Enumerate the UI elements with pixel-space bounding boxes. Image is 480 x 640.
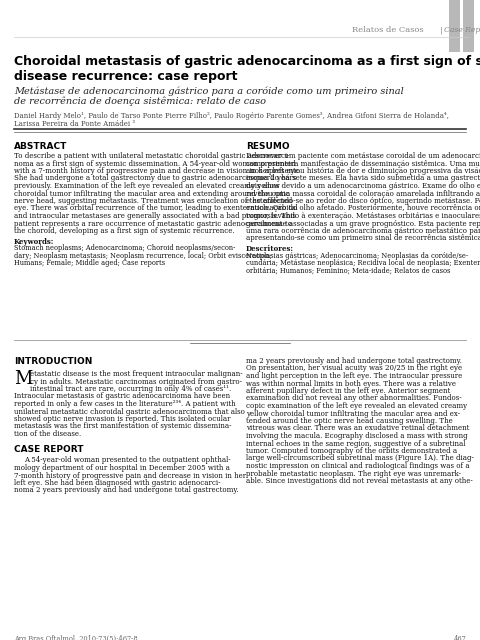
Text: enucleação do olho afetado. Posteriormente, houve recorrência orbitária do: enucleação do olho afetado. Posteriormen… (246, 205, 480, 212)
Text: apresentando-se como um primeiro sinal de recorrência sistêmica.: apresentando-se como um primeiro sinal d… (246, 234, 480, 243)
Text: was within normal limits in both eyes. There was a relative: was within normal limits in both eyes. T… (246, 380, 456, 387)
Text: cundária; Metástase neoplásica; Recidiva local de neoplasia; Exenteração: cundária; Metástase neoplásica; Recidiva… (246, 259, 480, 267)
Text: the choroid, developing as a first sign of systemic recurrence.: the choroid, developing as a first sign … (14, 227, 235, 235)
Text: On presentation, her visual acuity was 20/25 in the right eye: On presentation, her visual acuity was 2… (246, 365, 462, 372)
Text: yellow choroidal tumor infiltrating the macular area and ex-: yellow choroidal tumor infiltrating the … (246, 410, 460, 417)
Text: patient represents a rare occurrence of metastatic gastric adenocarcinoma to: patient represents a rare occurrence of … (14, 220, 292, 227)
Text: Larissa Pereira da Ponte Amádei ³: Larissa Pereira da Ponte Amádei ³ (14, 120, 135, 128)
Text: tion of the disease.: tion of the disease. (14, 430, 81, 438)
Text: noma as a first sign of systemic dissemination. A 54-year-old woman presented: noma as a first sign of systemic dissemi… (14, 159, 296, 168)
Text: mology department of our hospital in December 2005 with a: mology department of our hospital in Dec… (14, 464, 230, 472)
Text: internal echoes in the same region, suggestive of a subretinal: internal echoes in the same region, sugg… (246, 440, 466, 447)
Text: choroidal tumor infiltrating the macular area and extending around the optic: choroidal tumor infiltrating the macular… (14, 189, 289, 198)
Text: Descrever um paciente com metástase coroidal de um adenocarcinoma gástrico: Descrever um paciente com metástase coro… (246, 152, 480, 160)
Text: copic examination of the left eye revealed an elevated creamy: copic examination of the left eye reveal… (246, 402, 467, 410)
Text: tumor, levando à exenteração. Metástases orbitárias e inaoculares estão: tumor, levando à exenteração. Metástases… (246, 212, 480, 220)
Text: RESUMO: RESUMO (246, 142, 289, 151)
Bar (449, 0, 460, 52)
Text: esquerdo há sete meses. Ela havia sido submetida a uma gastrectomia total há: esquerdo há sete meses. Ela havia sido s… (246, 175, 480, 182)
Text: INTRODUCTION: INTRODUCTION (14, 357, 92, 366)
Text: Descritores:: Descritores: (246, 245, 294, 253)
Text: She had undergone a total gastrectomy due to gastric adenocarcinoma 2 years: She had undergone a total gastrectomy du… (14, 175, 296, 182)
Text: dary; Neoplasm metastasis; Neoplasm recurrence, local; Orbit evisceration;: dary; Neoplasm metastasis; Neoplasm recu… (14, 252, 272, 259)
Text: and light perception in the left eye. The intraocular pressure: and light perception in the left eye. Th… (246, 372, 462, 380)
Text: metastasis was the first manifestation of systemic dissemina-: metastasis was the first manifestation o… (14, 422, 231, 431)
Text: M: M (14, 370, 32, 388)
Text: examination did not reveal any other abnormalities. Fundos-: examination did not reveal any other abn… (246, 394, 462, 403)
Text: Choroidal metastasis of gastric adenocarcinoma as a first sign of systemic: Choroidal metastasis of gastric adenocar… (14, 55, 480, 68)
Text: geralmente associadas a um grave prognóstico. Esta paciente representa: geralmente associadas a um grave prognós… (246, 220, 480, 227)
Text: tumor. Computed tomography of the orbits demonstrated a: tumor. Computed tomography of the orbits… (246, 447, 457, 455)
Text: with a 7-month history of progressive pain and decrease in vision in her left ey: with a 7-month history of progressive pa… (14, 167, 301, 175)
Text: Keywords:: Keywords: (14, 237, 54, 246)
Text: large well-circumscribed subretinal mass (Figure 1A). The diag-: large well-circumscribed subretinal mass… (246, 454, 474, 463)
Text: A 54-year-old woman presented to the outpatient ophthal-: A 54-year-old woman presented to the out… (24, 456, 230, 465)
Bar (463, 0, 474, 52)
Text: Stomach neoplasms; Adenocarcinoma; Choroid neoplasms/secon-: Stomach neoplasms; Adenocarcinoma; Choro… (14, 244, 235, 252)
Text: involving the macula. Ecography disclosed a mass with strong: involving the macula. Ecography disclose… (246, 432, 468, 440)
Text: Neoplasias gástricas; Adenocarcinoma; Neoplasias da coróide/se-: Neoplasias gástricas; Adenocarcinoma; Ne… (246, 252, 468, 259)
Text: Metástase de adenocarcinoma gástrico para a coróide como um primeiro sinal: Metástase de adenocarcinoma gástrico par… (14, 87, 404, 97)
Text: |: | (440, 26, 443, 34)
Text: Case Reports: Case Reports (444, 26, 480, 34)
Text: and intraocular metastases are generally associated with a bad prognosis. This: and intraocular metastases are generally… (14, 212, 296, 220)
Text: unilateral metastatic choroidal gastric adenocarcinoma that also: unilateral metastatic choroidal gastric … (14, 408, 245, 415)
Text: tended around the optic nerve head causing swelling. The: tended around the optic nerve head causi… (246, 417, 453, 425)
Text: Intraocular metastasis of gastric adenocarcinoma have been: Intraocular metastasis of gastric adenoc… (14, 392, 230, 401)
Text: orbitária; Humanos; Feminino; Meia-idade; Relatos de casos: orbitária; Humanos; Feminino; Meia-idade… (246, 266, 450, 275)
Text: intestinal tract are rare, occurring in only 4% of cases¹¹.: intestinal tract are rare, occurring in … (30, 385, 231, 393)
Text: dois anos devido a um adenocarcinoma gástrico. Exame do olho esquerdo: dois anos devido a um adenocarcinoma gás… (246, 182, 480, 190)
Text: etastatic disease is the most frequent intraocular malignan-: etastatic disease is the most frequent i… (30, 370, 242, 378)
Text: reported in only a few cases in the literature²³⁴. A patient with: reported in only a few cases in the lite… (14, 400, 236, 408)
Text: ABSTRACT: ABSTRACT (14, 142, 67, 151)
Text: Daniel Hardy Melo¹, Paulo de Tarso Ponte Pierre Filho², Paulo Rogério Parente Go: Daniel Hardy Melo¹, Paulo de Tarso Ponte… (14, 112, 449, 120)
Text: nerve head, suggesting metastasis. Treatment was enucleation of the affected: nerve head, suggesting metastasis. Treat… (14, 197, 292, 205)
Text: como primeira manifestação de disseminação sistêmica. Uma mulher de 54: como primeira manifestação de disseminaç… (246, 159, 480, 168)
Text: Arq Bras Oftalmol. 2010;73(5):467-8: Arq Bras Oftalmol. 2010;73(5):467-8 (14, 635, 138, 640)
Text: disease recurrence: case report: disease recurrence: case report (14, 70, 238, 83)
Text: nostic impression on clinical and radiological findings was of a: nostic impression on clinical and radiol… (246, 462, 469, 470)
Text: revelou uma massa coroidal de coloração amarelada infiltrando a área macular: revelou uma massa coroidal de coloração … (246, 189, 480, 198)
Text: 7-month history of progressive pain and decrease in vision in her: 7-month history of progressive pain and … (14, 472, 246, 479)
Text: de recorrência de doença sistêmica: relato de caso: de recorrência de doença sistêmica: rela… (14, 97, 266, 106)
Text: uma rara ocorrência de adenocarcinoma gástrico metastático para a coróide,: uma rara ocorrência de adenocarcinoma gá… (246, 227, 480, 235)
Text: cy in adults. Metastatic carcinomas originated from gastro-: cy in adults. Metastatic carcinomas orig… (30, 378, 242, 385)
Text: able. Since investigations did not reveal metastasis at any othe-: able. Since investigations did not revea… (246, 477, 473, 485)
Text: Relatos de Casos: Relatos de Casos (352, 26, 424, 34)
Text: anos apresentou história de dor e diminuição progressiva da visão no olho: anos apresentou história de dor e diminu… (246, 167, 480, 175)
Text: e estendendo-se ao redor do disco óptico, sugerindo metástase. Foi realizada: e estendendo-se ao redor do disco óptico… (246, 197, 480, 205)
Text: showed optic nerve invasion is reported. This isolated ocular: showed optic nerve invasion is reported.… (14, 415, 230, 423)
Text: previously. Examination of the left eye revealed an elevated creamy yellow: previously. Examination of the left eye … (14, 182, 280, 190)
Text: vitreous was clear. There was an exudative retinal detachment: vitreous was clear. There was an exudati… (246, 424, 469, 433)
Text: left eye. She had been diagnosed with gastric adenocarci-: left eye. She had been diagnosed with ga… (14, 479, 220, 487)
Text: noma 2 years previously and had undergone total gastrectomy.: noma 2 years previously and had undergon… (14, 486, 239, 495)
Text: To describe a patient with unilateral metastatic choroidal gastric adenocarci-: To describe a patient with unilateral me… (14, 152, 289, 160)
Text: ma 2 years previously and had undergone total gastrectomy.: ma 2 years previously and had undergone … (246, 357, 462, 365)
Text: afferent pupillary defect in the left eye. Anterior segment: afferent pupillary defect in the left ey… (246, 387, 450, 395)
Text: 467: 467 (453, 635, 466, 640)
Text: Humans; Female; Middle aged; Case reports: Humans; Female; Middle aged; Case report… (14, 259, 165, 267)
Text: eye. There was orbital recurrence of the tumor, leading to exenteration. Orbital: eye. There was orbital recurrence of the… (14, 205, 298, 212)
Text: CASE REPORT: CASE REPORT (14, 445, 84, 454)
Text: probable metastatic neoplasm. The right eye was unremark-: probable metastatic neoplasm. The right … (246, 470, 461, 477)
